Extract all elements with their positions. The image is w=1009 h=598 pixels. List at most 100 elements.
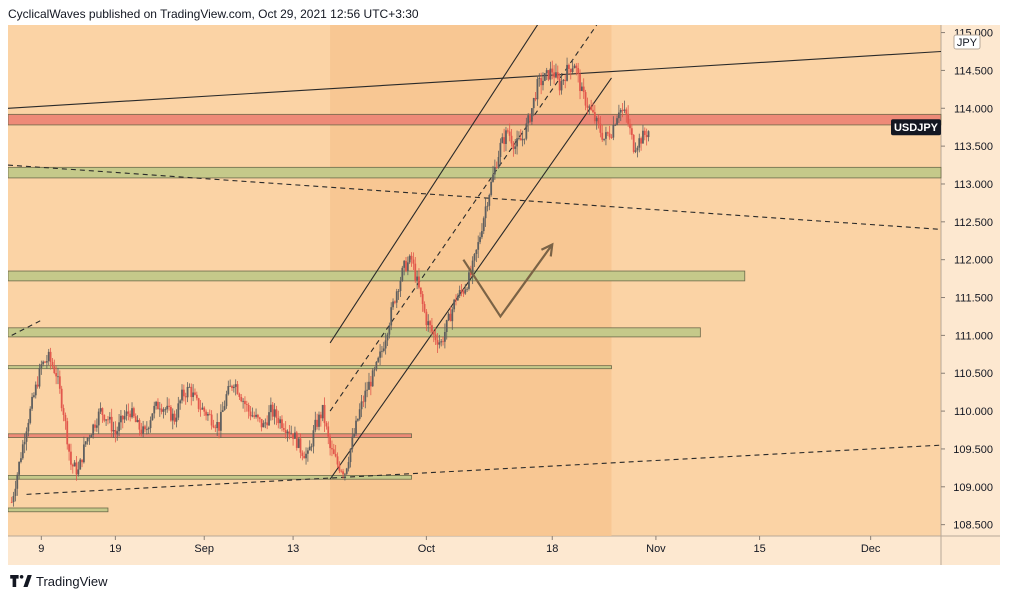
price-tick-label: 114.000 [954,103,993,115]
candle-body [471,260,474,276]
candle-body [603,138,605,140]
candle-body [569,69,572,73]
candle-body [171,413,174,421]
candle-body [355,420,357,434]
candle-body [170,406,172,421]
candle-body [268,412,270,426]
candle-body [203,407,206,412]
candle-body [525,123,528,139]
candle-body [627,113,630,124]
candle-body [458,290,461,296]
candle-body [568,64,570,70]
candle-body [253,415,256,417]
candle-body [447,313,450,321]
candle-body [251,415,254,417]
candle-body [530,108,533,122]
candle-body [47,351,50,362]
time-tick-label: Oct [418,543,435,555]
candle-body [201,407,204,410]
candle-body [257,414,259,418]
candle-body [543,73,546,81]
candle-body [92,424,95,435]
price-chart[interactable]: 115.000114.500114.000113.500113.000112.5… [8,25,1000,565]
candle-body [373,369,376,371]
candle-body [482,218,485,232]
time-axis[interactable] [8,536,1000,565]
candle-body [451,309,454,322]
candle-body [599,123,602,133]
candle-body [318,414,320,427]
projection-arrow-head [540,242,554,257]
candle-body [49,351,52,362]
candle-body [42,361,45,365]
zone-olive-3 [8,327,701,338]
price-tick-label: 113.000 [954,179,993,191]
candle-body [33,395,35,397]
price-axis[interactable] [941,25,1000,536]
candle-body [40,364,43,369]
candle-body [232,386,235,389]
candle-body [308,446,311,451]
candle-body [423,304,426,312]
candle-body [616,118,618,125]
candle-body [138,419,141,430]
candle-body [294,432,296,439]
candle-body [358,409,361,419]
candle-body [103,414,106,421]
candle-body [368,381,370,390]
candle-body [190,386,193,398]
trendline-3 [11,319,42,336]
candle-body [271,404,274,417]
candle-body [218,422,220,431]
candle-body [614,124,617,126]
candle-body [108,416,111,420]
candle-body [501,137,504,143]
candle-body [625,109,628,114]
candle-body [62,408,65,415]
candle-body [208,413,211,415]
candle-body [455,299,457,301]
candle-body [636,147,639,151]
projection-arrow-path [462,243,554,319]
candle-body [560,81,563,91]
candle-body [136,419,139,423]
candle-body [149,420,152,429]
candle-body [319,414,322,419]
candle-body [577,67,580,74]
candle-body [608,133,611,138]
chart-area[interactable]: 115.000 114.500 114.000 113.500 113.000 112.5… [8,25,1000,565]
currency-label-text: JPY [957,37,978,49]
candle-body [120,415,122,423]
time-tick-label: Sep [194,543,214,555]
candle-body [95,425,98,428]
candle-body [514,146,517,149]
candle-body [316,419,319,427]
candle-body [466,288,468,290]
zone-red-0 [8,113,942,126]
candle-body [18,461,21,475]
candle-body [612,124,615,138]
zone-olive-1 [8,166,942,179]
candle-body [647,131,650,138]
candle-body [431,325,433,332]
candle-body [553,72,556,78]
candle-body [386,334,389,341]
candle-body [327,426,330,437]
candle-body [286,431,289,433]
candle-body [145,429,148,431]
candle-body [277,417,280,424]
candle-body [118,422,120,432]
candle-body [153,405,156,414]
candlesticks [10,57,650,507]
candle-body [44,361,46,363]
price-tick-label: 112.500 [954,217,993,229]
candle-body [538,78,541,80]
trendline-1 [8,164,942,230]
candle-body [547,70,550,80]
candle-body [129,413,132,418]
candle-body [269,404,272,413]
candle-body [555,72,557,78]
candle-body [382,348,385,351]
candle-body [632,134,635,152]
candle-body [512,143,515,149]
